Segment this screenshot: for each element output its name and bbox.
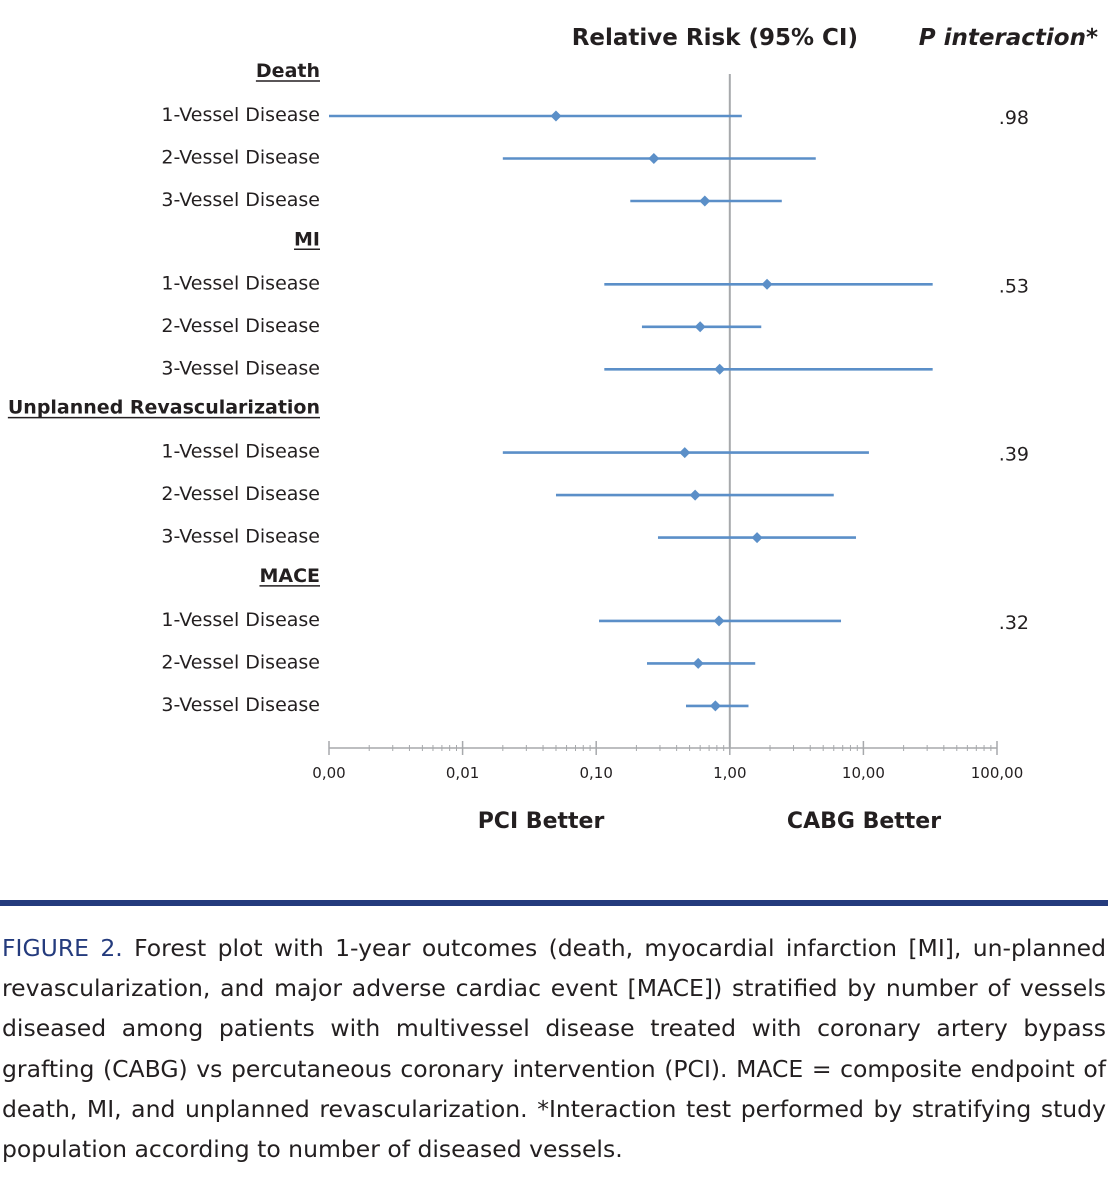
row-label: 3-Vessel Disease: [161, 694, 320, 716]
row-label: 1-Vessel Disease: [161, 272, 320, 294]
row-label: 1-Vessel Disease: [161, 104, 320, 126]
x-axis: 0,00 0,01 0,10 1,00 10,00 100,00: [312, 741, 1023, 782]
point-estimate-marker: [709, 700, 721, 712]
row-label: 2-Vessel Disease: [161, 147, 320, 169]
point-estimate-marker: [679, 447, 691, 459]
x-tick-label: 10,00: [842, 764, 885, 782]
row-label: 2-Vessel Disease: [161, 315, 320, 337]
point-estimate-marker: [699, 195, 711, 207]
estimate-column-header: Relative Risk (95% CI): [572, 25, 858, 51]
figure-label: FIGURE 2.: [2, 934, 123, 962]
point-estimate-marker: [550, 110, 562, 122]
row-label: 1-Vessel Disease: [161, 441, 320, 463]
caption-divider: [0, 900, 1108, 906]
favors-left-label: PCI Better: [478, 809, 605, 834]
row-label: 3-Vessel Disease: [161, 189, 320, 211]
row-label: 2-Vessel Disease: [161, 483, 320, 505]
point-estimate-marker: [714, 363, 726, 375]
x-tick-label: 100,00: [971, 764, 1024, 782]
caption-text: Forest plot with 1-year outcomes (death,…: [2, 934, 1106, 1164]
forest-plot: Relative Risk (95% CI) P interaction* De…: [7, 25, 1098, 834]
row-label: 2-Vessel Disease: [161, 651, 320, 673]
p-interaction-value: .98: [999, 107, 1029, 129]
row-label: 3-Vessel Disease: [161, 526, 320, 548]
row-label: 3-Vessel Disease: [161, 357, 320, 379]
point-estimate-marker: [648, 153, 660, 164]
x-tick-label: 0,01: [446, 764, 479, 782]
figure-caption: FIGURE 2. Forest plot with 1-year outcom…: [2, 928, 1106, 1169]
x-tick-label: 0,10: [579, 764, 612, 782]
point-estimate-marker: [689, 489, 701, 501]
row-label: 1-Vessel Disease: [161, 609, 320, 631]
p-interaction-value: .32: [999, 612, 1029, 634]
point-estimate-marker: [713, 615, 725, 627]
point-estimate-marker: [692, 657, 704, 669]
p-interaction-value: .53: [999, 275, 1029, 297]
favors-right-label: CABG Better: [787, 809, 941, 834]
group-label: MI: [294, 228, 320, 250]
group-label: MACE: [259, 565, 320, 587]
p-interaction-value: .39: [999, 444, 1029, 466]
point-estimate-marker: [761, 278, 773, 290]
group-label: Unplanned Revascularization: [8, 397, 320, 419]
group-label: Death: [256, 60, 320, 82]
plot-rows: Death .98 1-Vessel Disease 2-Vessel Disease…: [7, 60, 1029, 716]
x-tick-label: 1,00: [713, 764, 746, 782]
point-estimate-marker: [694, 321, 706, 333]
p-interaction-column-header: P interaction*: [919, 25, 1098, 51]
x-tick-label: 0,00: [312, 764, 345, 782]
point-estimate-marker: [751, 532, 763, 544]
